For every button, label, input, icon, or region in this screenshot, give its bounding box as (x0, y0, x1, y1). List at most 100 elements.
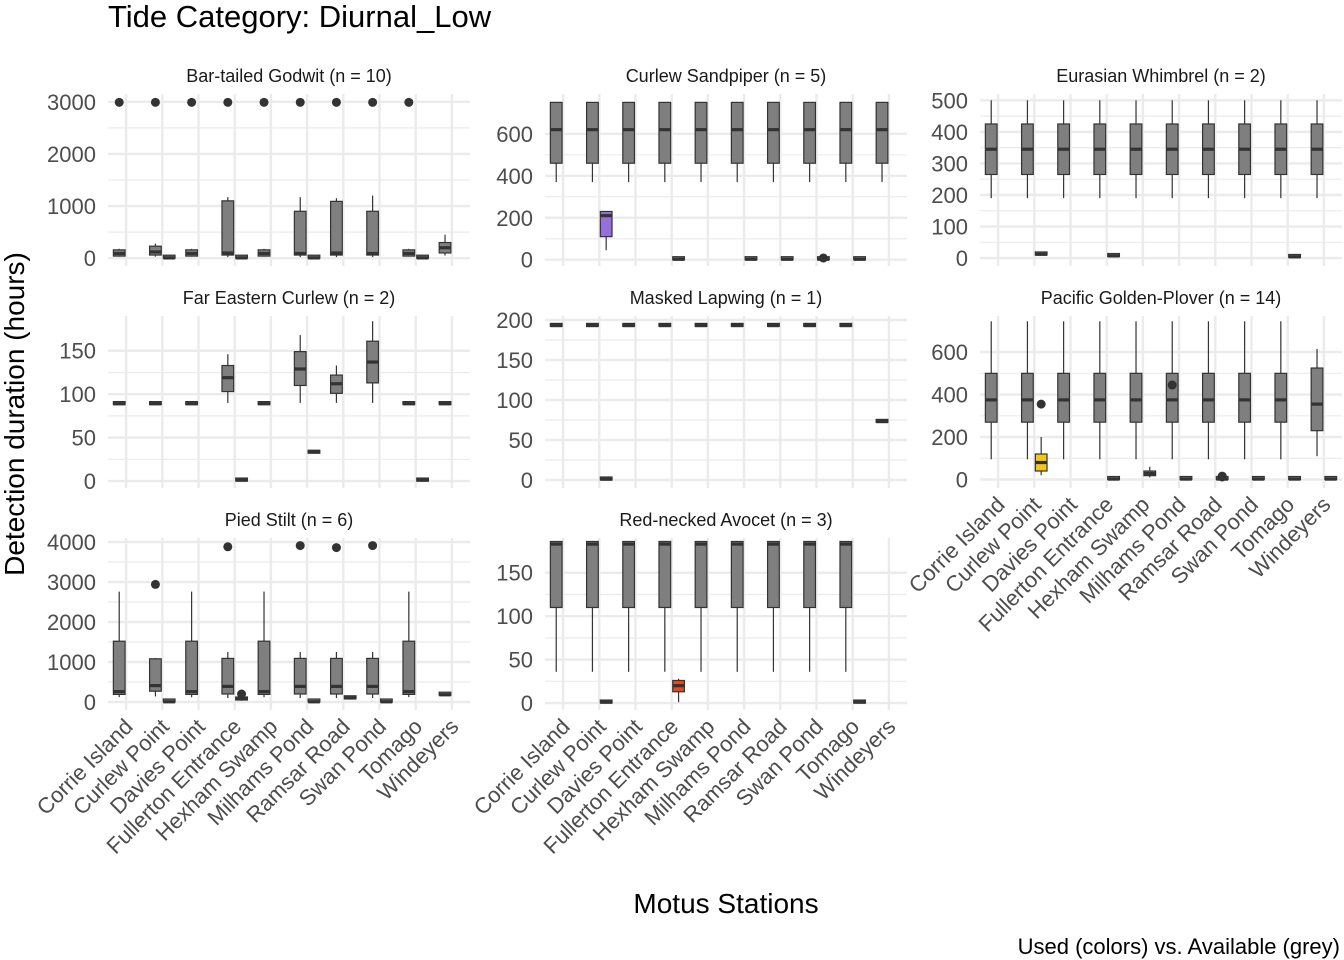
box-windeyers-available (1310, 348, 1324, 457)
box-milhams-pond-used (1179, 475, 1193, 481)
box-body (148, 658, 162, 692)
box-milhams-pond-used (307, 698, 321, 704)
box-milhams-pond-used (307, 254, 321, 260)
box-curlew-point-used (1034, 399, 1048, 476)
y-tick-label: 3000 (47, 90, 96, 115)
box-davies-point-available (185, 97, 199, 257)
y-tick-label: 50 (72, 426, 96, 451)
box-body (366, 210, 380, 256)
y-tick-label: 150 (59, 339, 96, 364)
box-ramsar-road-available (329, 543, 343, 698)
box-hexham-swamp-available (694, 101, 708, 183)
box-swan-pond-available (803, 540, 817, 672)
box-fullerton-entrance-available (658, 540, 672, 672)
box-body (329, 200, 343, 256)
box-body (585, 540, 599, 609)
box-hexham-swamp-available (257, 97, 271, 257)
box-windeyers-available (438, 401, 452, 406)
box-body (221, 200, 235, 256)
box-body (622, 101, 636, 164)
y-tick-label: 100 (59, 382, 96, 407)
box-fullerton-entrance-available (1093, 321, 1107, 460)
y-tick-label: 2000 (47, 142, 96, 167)
box-body (366, 657, 380, 695)
box-tomago-used (416, 254, 430, 260)
box-swan-pond-available (366, 541, 380, 698)
outlier-point (818, 253, 828, 263)
y-tick-label: 500 (931, 88, 968, 113)
y-tick-label: 400 (931, 383, 968, 408)
box-body (221, 657, 235, 695)
y-tick-label: 1000 (47, 650, 96, 675)
outlier-point (223, 97, 233, 107)
box-davies-point-available (622, 540, 636, 672)
y-tick-label: 100 (496, 604, 533, 629)
outlier-point (259, 97, 269, 107)
box-tomago-available (402, 401, 416, 406)
box-curlew-point-used (162, 254, 176, 260)
box-fullerton-entrance-used (672, 256, 686, 261)
box-windeyers-available (875, 101, 889, 183)
box-corrie-island-available (549, 322, 563, 328)
y-tick-label: 0 (956, 246, 968, 271)
box-windeyers-available (875, 418, 889, 424)
panel-curlew-sandpiper-n-5: Curlew Sandpiper (n = 5) 0 200 400 600 (496, 66, 907, 273)
box-hexham-swamp-available (1129, 321, 1143, 460)
y-tick-label: 0 (521, 468, 533, 493)
box-tomago-available (839, 540, 853, 672)
box-ramsar-road-available (1201, 321, 1215, 460)
box-windeyers-available (438, 234, 452, 256)
y-tick-label: 150 (496, 348, 533, 373)
box-curlew-point-available (148, 97, 162, 257)
box-body (766, 101, 780, 164)
box-milhams-pond-available (1165, 100, 1179, 199)
panel-pied-stilt-n-6: Pied Stilt (n = 6)01000200030004000Corri… (32, 510, 470, 859)
outlier-point (237, 689, 247, 699)
box-body (694, 101, 708, 164)
strip-label: Bar-tailed Godwit (n = 10) (186, 66, 392, 86)
box-tomago-available (402, 591, 416, 698)
y-tick-label: 50 (509, 428, 533, 453)
box-hexham-swamp-available (257, 591, 271, 698)
outlier-point (295, 541, 305, 551)
box-hexham-swamp-used (1143, 466, 1157, 478)
box-curlew-point-used (599, 476, 613, 481)
strip-label: Curlew Sandpiper (n = 5) (626, 66, 827, 86)
y-tick-label: 200 (931, 425, 968, 450)
box-body (1310, 367, 1324, 432)
box-body (1238, 372, 1252, 423)
box-curlew-point-used (599, 210, 613, 251)
box-body (1201, 372, 1215, 423)
y-tick-label: 0 (84, 469, 96, 494)
box-milhams-pond-available (293, 97, 307, 258)
box-swan-pond-available (366, 97, 380, 258)
strip-label: Pied Stilt (n = 6) (225, 510, 354, 530)
strip-label: Masked Lapwing (n = 1) (630, 288, 823, 308)
box-fullerton-entrance-available (1093, 100, 1107, 199)
box-body (293, 657, 307, 695)
box-body (585, 101, 599, 164)
box-hexham-swamp-available (694, 540, 708, 672)
y-tick-label: 0 (84, 246, 96, 271)
panel-pacific-golden-plover-n-14: Pacific Golden-Plover (n = 14) 0 200 400 600… (904, 288, 1342, 637)
box-body (766, 540, 780, 609)
box-fullerton-entrance-used (672, 678, 686, 703)
y-tick-label: 0 (956, 468, 968, 493)
box-swan-pond-available (366, 321, 380, 403)
box-body (694, 540, 708, 609)
box-tomago-used (416, 477, 430, 482)
box-curlew-point-used (599, 699, 613, 704)
outlier-point (368, 541, 378, 551)
box-fullerton-entrance-available (221, 97, 235, 258)
box-body (257, 640, 271, 696)
y-tick-label: 400 (931, 120, 968, 145)
box-davies-point-available (1057, 321, 1071, 460)
box-body (1093, 372, 1107, 423)
box-body (402, 640, 416, 696)
box-body (1165, 372, 1179, 423)
box-ramsar-road-available (766, 101, 780, 183)
box-body (803, 540, 817, 609)
outlier-point (150, 579, 160, 589)
outlier-point (114, 97, 124, 107)
y-axis-label: Detection duration (hours) (0, 252, 30, 576)
